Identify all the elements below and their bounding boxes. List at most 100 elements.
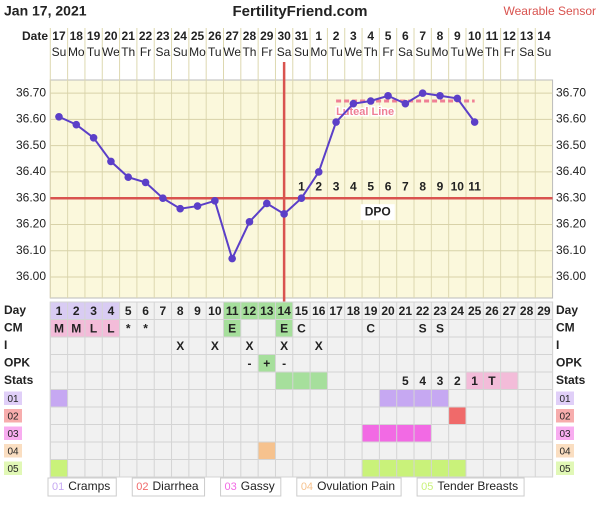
weekday-label: Tu — [451, 45, 465, 59]
row-label-right: OPK — [556, 355, 582, 369]
weekday-label: Tu — [208, 45, 222, 59]
temp-point — [107, 157, 115, 166]
weekday-label: Th — [121, 45, 135, 59]
symptom-code: 02 — [559, 411, 571, 422]
dpo-number: 8 — [419, 179, 426, 193]
date-label: Date — [22, 29, 48, 43]
cell-text: 4 — [108, 304, 115, 318]
dpo-number: 10 — [451, 179, 465, 193]
cell-fill — [258, 354, 276, 372]
weekday-label: We — [223, 45, 241, 59]
symptom-cell — [50, 389, 68, 407]
x-tick-label: 3 — [350, 29, 357, 43]
weekday-label: Tu — [329, 45, 343, 59]
temp-point — [193, 202, 202, 210]
cell-text: - — [247, 356, 251, 370]
symptom-code: 05 — [7, 464, 19, 475]
dpo-number: 5 — [367, 179, 374, 193]
weekday-label: Sa — [519, 45, 534, 59]
symptom-cell — [379, 424, 397, 442]
legend-code: 02 — [136, 481, 148, 493]
symptom-cell — [414, 389, 432, 407]
temp-point — [176, 204, 184, 213]
symptom-code-bg — [4, 409, 22, 423]
cell-text: L — [90, 321, 97, 335]
x-tick-label: 29 — [260, 29, 274, 43]
temp-point — [89, 133, 98, 142]
weekday-label: Sa — [398, 45, 413, 59]
x-tick-label: 27 — [225, 29, 239, 43]
x-tick-label: 8 — [437, 29, 444, 43]
cell-fill — [275, 319, 293, 337]
legend-box — [416, 477, 525, 497]
x-tick-label: 12 — [503, 29, 517, 43]
weekday-label: Su — [415, 45, 430, 59]
chart-date: Jan 17, 2021 — [4, 3, 87, 19]
cell-fill — [310, 372, 328, 390]
cell-fill — [500, 372, 518, 390]
y-tick-label-right: 36.50 — [556, 138, 586, 152]
legend-code: 03 — [225, 481, 237, 493]
row-label-right: Day — [556, 303, 578, 317]
site-title: FertilityFriend.com — [232, 3, 367, 20]
temp-point — [366, 97, 375, 105]
weekday-label: Su — [537, 45, 552, 59]
symptom-code: 01 — [7, 394, 19, 405]
symptom-cell — [431, 459, 449, 477]
row-label: Day — [4, 303, 26, 317]
row-label: Stats — [4, 373, 34, 387]
symptom-cell — [431, 389, 449, 407]
cell-text: X — [176, 339, 184, 353]
x-tick-label: 4 — [367, 29, 374, 43]
temp-point — [401, 99, 410, 108]
y-tick-label-right: 36.40 — [556, 164, 586, 178]
row-label-right: I — [556, 338, 559, 352]
temp-point — [453, 94, 462, 103]
cell-text: S — [419, 321, 427, 335]
cell-fill — [102, 319, 120, 337]
dpo-number: 7 — [402, 179, 409, 193]
plot-area — [49, 79, 554, 299]
weekday-label: Mo — [432, 45, 449, 59]
symptom-cell — [396, 459, 415, 477]
cell-text: X — [245, 339, 253, 353]
cell-fill — [50, 302, 68, 320]
y-tick-label-right: 36.20 — [556, 217, 586, 231]
temp-point — [124, 173, 133, 181]
cell-text: 17 — [329, 304, 343, 318]
temp-point — [55, 112, 63, 121]
y-tick-label: 36.10 — [16, 243, 46, 257]
dpo-number: 2 — [315, 179, 322, 193]
temp-point — [314, 168, 323, 176]
cell-text: 1 — [56, 304, 63, 318]
x-tick-label: 21 — [122, 29, 136, 43]
y-tick-label-right: 36.10 — [556, 243, 586, 257]
cell-text: L — [107, 321, 114, 335]
weekday-label: Mo — [310, 45, 327, 59]
symptom-code-bg — [556, 409, 574, 423]
symptom-cell — [258, 442, 276, 460]
cell-text: 3 — [90, 304, 97, 318]
cell-text: M — [54, 321, 64, 335]
legend-code: 04 — [301, 481, 313, 493]
temp-point — [297, 194, 306, 202]
symptom-code-bg — [4, 391, 22, 405]
row-label: I — [4, 338, 7, 352]
legend-name: Cramps — [68, 479, 110, 493]
weekday-label: Th — [242, 45, 256, 59]
cell-text: 22 — [416, 304, 430, 318]
cell-text: C — [366, 321, 375, 335]
y-tick-label: 36.70 — [16, 85, 46, 99]
dpo-label-bg — [360, 204, 395, 221]
y-tick-label-right: 36.70 — [556, 85, 586, 99]
temp-point — [470, 118, 479, 126]
cell-text: 24 — [451, 304, 465, 318]
legend-box — [296, 477, 402, 497]
legend-code: 01 — [52, 481, 64, 493]
x-tick-label: 17 — [52, 29, 66, 43]
x-tick-label: 31 — [295, 29, 309, 43]
y-tick-label: 36.50 — [16, 138, 46, 152]
weekday-label: Mo — [68, 45, 85, 59]
cell-fill — [223, 319, 241, 337]
